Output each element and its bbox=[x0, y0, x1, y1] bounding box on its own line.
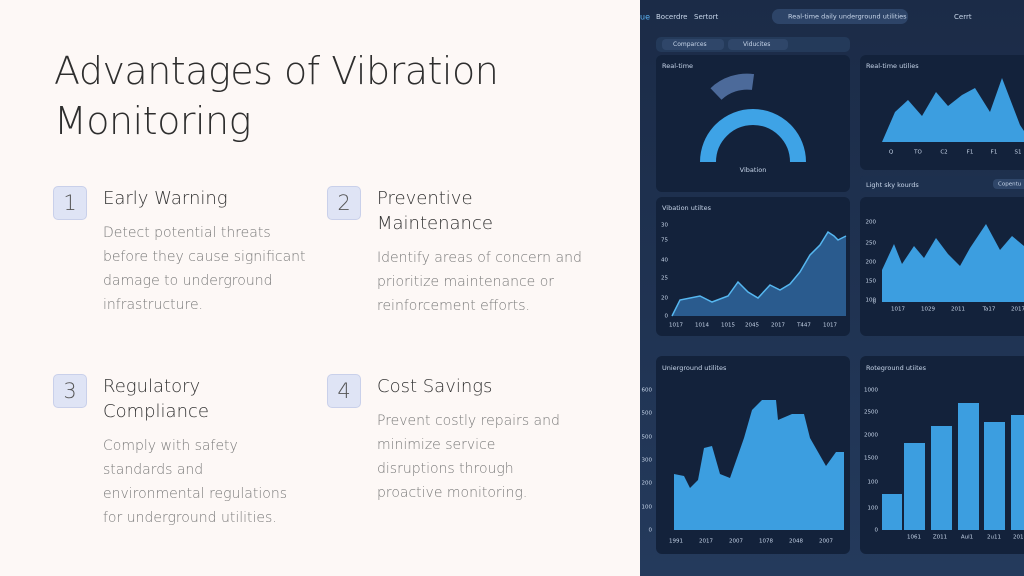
x-label: Ta17 bbox=[982, 307, 996, 313]
filter bbox=[728, 39, 788, 50]
x-label: Z011 bbox=[933, 535, 947, 541]
x-label: 2007 bbox=[819, 539, 833, 545]
dashboard-image: ue Bocerdre Sertort Real-time daily undergr… bbox=[640, 0, 1024, 576]
x-label: S1 bbox=[1015, 150, 1022, 156]
item-body: Identify areas of concern and prioritize… bbox=[377, 250, 582, 314]
panel-title: Real-time bbox=[662, 62, 693, 70]
x-label: 1061 bbox=[907, 535, 921, 541]
y-label: 600 bbox=[642, 388, 653, 394]
title: Advantages of Vibration Monitoring bbox=[54, 49, 499, 143]
x-label: 1029 bbox=[921, 307, 935, 313]
nav-item: Sertort bbox=[694, 13, 719, 21]
x-label: 2011 bbox=[1013, 535, 1024, 541]
y-label: 0 bbox=[665, 314, 669, 320]
item-heading: Cost Savings bbox=[377, 376, 493, 397]
item-body: Comply with safety standards and environ… bbox=[103, 438, 287, 526]
x-label: 1015 bbox=[721, 323, 735, 329]
area-chart bbox=[672, 232, 846, 316]
y-label: 200 bbox=[866, 220, 877, 226]
x-label: Aul1 bbox=[961, 535, 973, 541]
y-label: 20 bbox=[661, 296, 668, 302]
y-label: 40 bbox=[661, 258, 668, 264]
x-label: 2u11 bbox=[987, 535, 1001, 541]
y-label: 250 bbox=[866, 241, 877, 247]
nav-item: ue bbox=[640, 13, 650, 22]
x-label: TO bbox=[913, 150, 922, 156]
x-label: 1078 bbox=[759, 539, 773, 545]
x-label: 1017 bbox=[823, 323, 837, 329]
line bbox=[671, 230, 847, 317]
y-label: 0 bbox=[649, 528, 653, 534]
pill bbox=[993, 179, 1024, 189]
pill-label: Copentu bbox=[998, 182, 1021, 188]
x-label: C2 bbox=[940, 150, 947, 156]
item-number: 4 bbox=[327, 374, 361, 408]
y-label: 30 bbox=[661, 223, 668, 229]
y-label: 100 bbox=[866, 298, 877, 304]
x-label: 2017 bbox=[699, 539, 713, 545]
y-label: 2000 bbox=[864, 433, 878, 439]
x-label: Q bbox=[889, 150, 894, 156]
x-label: 1014 bbox=[695, 323, 709, 329]
bar-chart bbox=[882, 403, 1024, 530]
y-label: 1000 bbox=[864, 388, 878, 394]
area-chart bbox=[882, 78, 1024, 142]
x-label: 2011 bbox=[951, 307, 965, 313]
x-label: 2045 bbox=[745, 323, 759, 329]
item-body: Detect potential threats before they cau… bbox=[103, 225, 306, 313]
item-body: Prevent costly repairs and minimize serv… bbox=[377, 413, 560, 501]
item-number: 1 bbox=[53, 186, 87, 220]
x-label: 1017 bbox=[669, 323, 683, 329]
item-heading: Regulatory Compliance bbox=[103, 376, 209, 422]
y-label: 500 bbox=[642, 435, 653, 441]
y-label: 200 bbox=[866, 260, 877, 266]
item-heading: Early Warning bbox=[103, 188, 228, 209]
y-label: 150 bbox=[866, 279, 877, 285]
y-label: 2500 bbox=[864, 410, 878, 416]
area-chart bbox=[674, 400, 844, 530]
x-label: F1 bbox=[967, 150, 974, 156]
nav-item: Cerrt bbox=[954, 13, 972, 21]
filter-label: Comparces bbox=[673, 41, 707, 48]
x-label: F1 bbox=[991, 150, 998, 156]
panel-title: Real-time utilies bbox=[866, 62, 919, 70]
y-label: 0 bbox=[875, 528, 879, 534]
gauge-label: Vibation bbox=[740, 166, 767, 174]
y-label: 75 bbox=[661, 238, 668, 244]
gauge-segment bbox=[710, 73, 755, 101]
x-label: T447 bbox=[796, 323, 811, 329]
y-label: 100 bbox=[868, 506, 879, 512]
item-number: 3 bbox=[53, 374, 87, 408]
item-number: 2 bbox=[327, 186, 361, 220]
y-label: 0 bbox=[873, 300, 877, 306]
filter bbox=[662, 39, 724, 50]
item-heading: Preventive Maintenance bbox=[377, 188, 493, 234]
x-label: 2048 bbox=[789, 539, 803, 545]
x-label: 2017 bbox=[771, 323, 785, 329]
y-label: 25 bbox=[661, 276, 668, 282]
y-label: 300 bbox=[642, 458, 653, 464]
gauge bbox=[700, 109, 806, 163]
x-label: 1017 bbox=[891, 307, 905, 313]
search-text: Real-time daily underground utilities bbox=[788, 13, 907, 21]
x-label: 1991 bbox=[669, 539, 683, 545]
x-label: 2007 bbox=[729, 539, 743, 545]
y-label: 200 bbox=[642, 481, 653, 487]
panel-title: Unierground utilites bbox=[662, 364, 727, 372]
nav-item: Bocerdre bbox=[656, 13, 687, 21]
panel-title: Light sky kourds bbox=[866, 181, 919, 189]
search-pill bbox=[772, 9, 908, 24]
area-chart bbox=[882, 224, 1024, 302]
x-label: 2017 bbox=[1011, 307, 1024, 313]
panel-title: Vibation utiltes bbox=[662, 204, 712, 212]
y-label: 1500 bbox=[864, 456, 878, 462]
y-label: 100 bbox=[868, 480, 879, 486]
panel-title: Roteground utiites bbox=[866, 364, 927, 372]
filter-label: Viducites bbox=[743, 41, 770, 48]
y-label: 100 bbox=[642, 505, 653, 511]
y-label: 500 bbox=[642, 411, 653, 417]
